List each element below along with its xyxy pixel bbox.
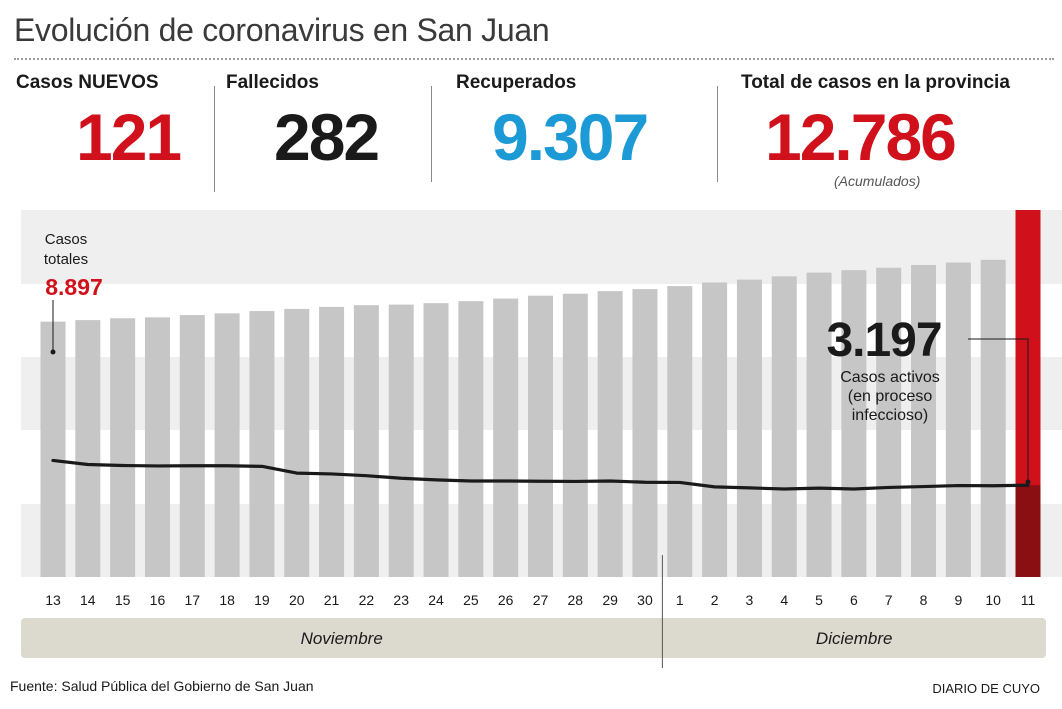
bar	[214, 313, 240, 577]
stat-deaths-value: 282	[274, 100, 380, 174]
x-tick-label: 26	[498, 592, 514, 608]
month-label: Diciembre	[816, 629, 893, 648]
x-tick-label: 29	[602, 592, 618, 608]
bar	[632, 289, 658, 577]
x-tick-label: 2	[711, 592, 719, 608]
x-tick-label: 7	[885, 592, 893, 608]
active-value: 3.197	[826, 314, 941, 367]
bar	[110, 318, 136, 577]
bar	[423, 303, 449, 577]
x-tick-label: 9	[954, 592, 962, 608]
active-label-line2: (en proceso	[848, 388, 933, 405]
x-tick-label: 19	[254, 592, 270, 608]
start-value: 8.897	[45, 274, 103, 300]
page-title: Evolución de coronavirus en San Juan	[14, 12, 550, 48]
active-label-line3: infeccioso)	[852, 407, 928, 424]
bar	[179, 315, 205, 577]
active-leader-line	[968, 338, 1029, 482]
x-axis-ticks: 13 14 15 16 17 18 19 20 21 22 23 24 25 26 27 28 29 30 1 2 3 4…	[45, 592, 1035, 608]
source-note: Fuente: Salud Pública del Gobierno de Sa…	[10, 678, 314, 694]
bar	[667, 286, 693, 577]
bar	[771, 276, 797, 577]
x-tick-label: 4	[780, 592, 788, 608]
bar	[388, 304, 414, 577]
stat-recovered: Recuperados 9.307	[456, 72, 649, 174]
x-tick-label: 24	[428, 592, 444, 608]
x-tick-label: 20	[289, 592, 305, 608]
stat-total-value: 12.786	[765, 100, 957, 174]
active-segment-bar	[1015, 485, 1041, 577]
month-band-bg	[21, 618, 1046, 658]
bar	[458, 301, 484, 577]
x-tick-label: 25	[463, 592, 479, 608]
x-tick-label: 14	[80, 592, 96, 608]
x-tick-label: 28	[568, 592, 584, 608]
bar	[876, 267, 902, 577]
stat-divider	[717, 86, 718, 182]
bar	[493, 298, 519, 577]
x-tick-label: 15	[115, 592, 131, 608]
stat-total-note: (Acumulados)	[834, 173, 921, 189]
publisher-credit: DIARIO DE CUYO	[932, 681, 1040, 696]
bar	[980, 259, 1006, 577]
bar	[284, 308, 310, 577]
x-tick-label: 6	[850, 592, 858, 608]
bar	[353, 305, 379, 577]
x-tick-label: 8	[920, 592, 928, 608]
title-divider	[14, 58, 1054, 60]
stat-recovered-label: Recuperados	[456, 72, 577, 93]
start-label-line2: totales	[44, 251, 88, 268]
x-tick-label: 5	[815, 592, 823, 608]
active-cases-line	[51, 458, 1030, 491]
stat-new-cases-value: 121	[76, 100, 182, 174]
stat-new-cases-label: Casos NUEVOS	[16, 72, 159, 93]
bar	[806, 272, 832, 577]
bar	[702, 282, 728, 577]
bar	[319, 306, 345, 577]
bar	[841, 270, 867, 577]
x-tick-label: 1	[676, 592, 684, 608]
bar	[945, 262, 971, 577]
start-leader-dot	[50, 349, 56, 355]
x-tick-label: 22	[359, 592, 375, 608]
bar	[528, 295, 553, 577]
x-tick-label: 27	[533, 592, 549, 608]
stat-divider	[214, 86, 215, 192]
x-tick-label: 21	[324, 592, 340, 608]
bar	[597, 291, 623, 577]
bar	[911, 265, 937, 577]
stat-divider	[431, 86, 432, 182]
stat-total: Total de casos en la provincia 12.786	[741, 72, 1010, 170]
month-band: Noviembre Diciembre	[21, 555, 1046, 668]
x-tick-label: 17	[185, 592, 201, 608]
bar	[249, 311, 275, 577]
active-leader-dot	[1025, 479, 1031, 485]
x-tick-label: 23	[393, 592, 409, 608]
stat-total-label: Total de casos en la provincia	[741, 72, 1010, 93]
bar	[736, 279, 762, 577]
x-tick-label: 11	[1021, 592, 1036, 608]
bar	[562, 293, 588, 577]
x-tick-label: 10	[985, 592, 1001, 608]
grid-band	[21, 210, 1062, 284]
start-label-line1: Casos	[45, 231, 88, 248]
bar	[75, 320, 101, 577]
stat-new-cases: Casos NUEVOS 121	[16, 72, 182, 174]
stat-recovered-value: 9.307	[492, 100, 649, 174]
x-tick-label: 3	[746, 592, 754, 608]
x-tick-label: 16	[150, 592, 166, 608]
month-label: Noviembre	[301, 629, 383, 648]
bar	[144, 317, 170, 577]
x-tick-label: 13	[45, 592, 61, 608]
active-label-line1: Casos activos	[840, 369, 940, 386]
stat-deaths-label: Fallecidos	[226, 72, 319, 93]
x-tick-label: 18	[219, 592, 235, 608]
x-tick-label: 30	[637, 592, 653, 608]
stat-deaths: Fallecidos 282	[226, 72, 380, 174]
bar	[40, 321, 66, 577]
